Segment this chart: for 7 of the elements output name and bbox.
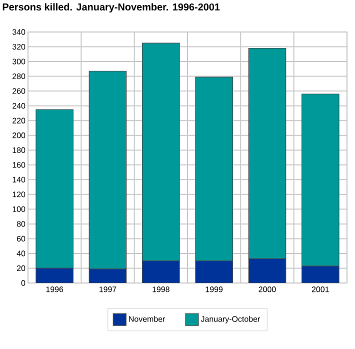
bar bbox=[142, 260, 180, 283]
bar bbox=[89, 268, 126, 283]
bar bbox=[248, 258, 286, 283]
bar bbox=[36, 268, 74, 283]
bar bbox=[302, 266, 340, 283]
bar bbox=[195, 260, 233, 283]
chart-title: Persons killed. January-November. 1996-2001 bbox=[2, 3, 220, 12]
